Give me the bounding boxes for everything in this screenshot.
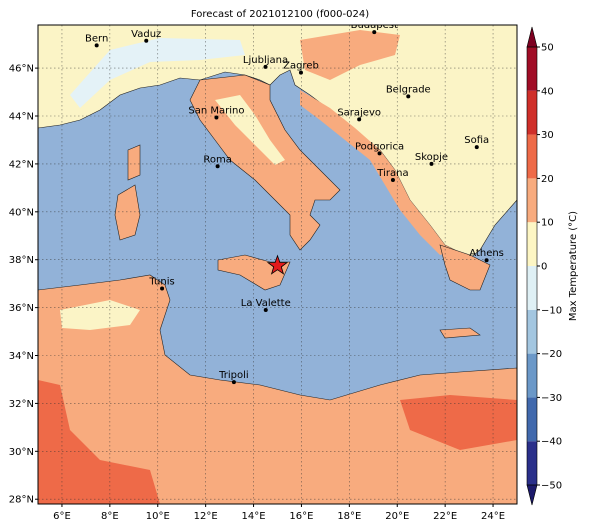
colorbar: −50 −40 −30 −20 −10 0 10 20 30 40 50	[526, 26, 562, 506]
x-tick-label: 18°E	[337, 511, 361, 522]
city-label: San Marino	[188, 105, 244, 116]
axes: 6°E 8°E 10°E 12°E 14°E 16°E 18°E 20°E 22°E 24°E 28…	[9, 64, 505, 522]
colorbar-tick-label: −50	[541, 481, 562, 492]
city-dot	[474, 145, 479, 150]
x-tick-label: 14°E	[242, 511, 266, 522]
city-label: Tirana	[376, 168, 408, 179]
colorbar-band	[527, 47, 537, 91]
apennines	[215, 95, 285, 165]
city-dot	[263, 308, 268, 313]
colorbar-tick-label: −40	[541, 437, 562, 448]
colorbar-band	[527, 90, 537, 135]
italy	[189, 74, 341, 251]
x-tick-label: 12°E	[194, 511, 218, 522]
colorbar-band	[527, 134, 537, 179]
city-dot	[298, 70, 303, 75]
colorbar-tick-label: 10	[541, 218, 554, 229]
y-tick-label: 42°N	[9, 159, 34, 170]
greece	[439, 244, 491, 291]
y-tick-label: 28°N	[9, 495, 34, 506]
alps-cold	[70, 38, 245, 108]
city-dot	[372, 30, 377, 35]
city-dot	[263, 64, 268, 69]
colorbar-label: Max Temperature (°C)	[568, 211, 579, 321]
x-tick-label: 20°E	[385, 511, 409, 522]
colorbar-band	[527, 397, 537, 442]
y-tick-label: 34°N	[9, 351, 34, 362]
city-label: Vaduz	[131, 29, 161, 40]
map-title: Forecast of 2021012100 (f000-024)	[191, 9, 369, 20]
colorbar-tick-label: 20	[541, 174, 554, 185]
x-tick-label: 24°E	[481, 511, 505, 522]
city-label: La Valette	[241, 298, 291, 309]
colorbar-tick-label: 40	[541, 86, 554, 97]
city-dot	[429, 161, 434, 166]
y-tick-label: 36°N	[9, 303, 34, 314]
city-label: Skopje	[415, 152, 448, 163]
city-label: Bern	[85, 33, 108, 44]
colorbar-tick-label: −20	[541, 349, 562, 360]
city-label: Budapest	[351, 20, 398, 31]
y-tick-label: 46°N	[9, 64, 34, 75]
city-dot	[484, 258, 489, 263]
city-dot	[357, 117, 362, 122]
city-dot	[390, 177, 395, 182]
city-dot	[406, 94, 411, 99]
adriatic-coast	[300, 90, 455, 255]
city-dot	[94, 43, 99, 48]
city-label: Podgorica	[355, 141, 404, 152]
colorbar-band	[527, 222, 537, 266]
colorbar-tick-label: −30	[541, 393, 562, 404]
x-tick-label: 16°E	[289, 511, 313, 522]
x-tick-label: 22°E	[433, 511, 457, 522]
city-dot	[377, 151, 382, 156]
africa	[38, 274, 517, 504]
colorbar-band	[527, 441, 537, 485]
city-label: Ljubljana	[243, 55, 288, 66]
x-tick-label: 8°E	[101, 511, 119, 522]
libya-hot	[400, 395, 517, 450]
city-label: Tripoli	[218, 370, 249, 381]
colorbar-tick-label: 30	[541, 130, 554, 141]
tunisia-cool	[60, 300, 140, 330]
x-tick-label: 10°E	[146, 511, 170, 522]
city-label: Roma	[203, 154, 232, 165]
map-frame	[37, 24, 518, 505]
city-dot	[214, 115, 219, 120]
city-label: Tunis	[148, 276, 174, 287]
y-tick-label: 30°N	[9, 447, 34, 458]
city-label: Sarajevo	[337, 107, 381, 118]
city-dot	[144, 38, 149, 43]
colorbar-tick-label: 0	[541, 262, 547, 273]
y-tick-label: 40°N	[9, 207, 34, 218]
city-dot	[215, 164, 220, 169]
colorbar-band	[527, 266, 537, 310]
colorbar-tick-label: −10	[541, 305, 562, 316]
colorbar-band	[527, 178, 537, 223]
city-dot	[231, 380, 236, 385]
location-star	[266, 254, 289, 275]
y-tick-label: 32°N	[9, 399, 34, 410]
y-tick-label: 44°N	[9, 112, 34, 123]
sardinia	[114, 184, 141, 241]
corsica	[127, 144, 141, 181]
city-label: Athens	[469, 248, 504, 259]
x-tick-label: 6°E	[53, 511, 71, 522]
crete	[439, 327, 481, 339]
colorbar-band	[527, 353, 537, 398]
colorbar-under	[526, 484, 538, 506]
colorbar-over	[526, 26, 538, 48]
colorbar-tick-label: 50	[541, 43, 554, 54]
city-label: Belgrade	[386, 84, 431, 95]
colorbar-band	[527, 309, 537, 354]
city-label: Sofia	[464, 135, 489, 146]
y-tick-label: 38°N	[9, 255, 34, 266]
city-dot	[160, 286, 165, 291]
city-label: Zagreb	[283, 61, 319, 72]
balkan-warm	[300, 30, 400, 80]
africa-hot	[38, 380, 160, 504]
